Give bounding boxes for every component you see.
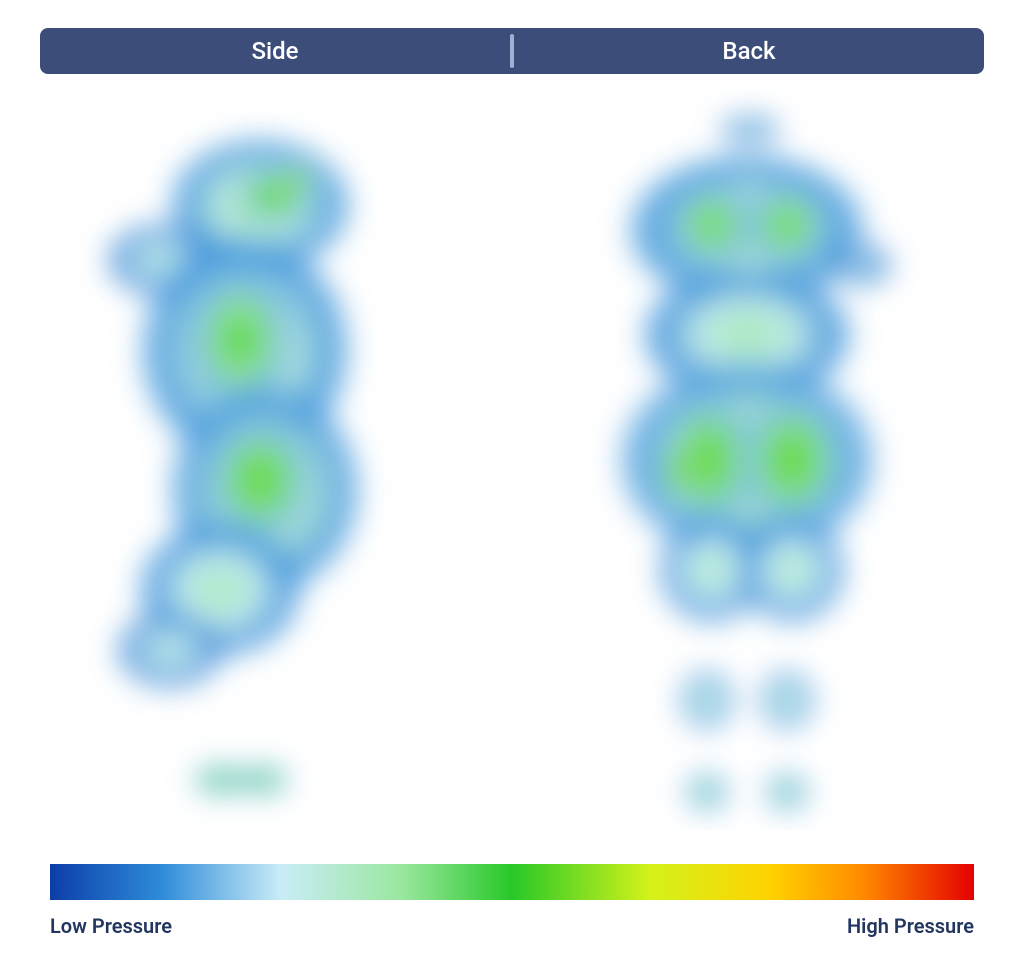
legend-colorbar [50,864,974,900]
legend-labels: Low Pressure High Pressure [50,914,974,938]
tab-side-label: Side [251,37,298,65]
heatmap-back [512,90,984,830]
view-tabs: Side Back [40,28,984,74]
heatmap-panels [40,90,984,830]
tab-side[interactable]: Side [40,28,510,74]
tab-back-label: Back [722,37,775,65]
legend-high-label: High Pressure [847,914,974,938]
heatmap-panel-side [40,90,512,830]
heatmap-side [40,90,512,830]
tab-back[interactable]: Back [514,28,984,74]
heatmap-panel-back [512,90,984,830]
legend-low-label: Low Pressure [50,914,172,938]
